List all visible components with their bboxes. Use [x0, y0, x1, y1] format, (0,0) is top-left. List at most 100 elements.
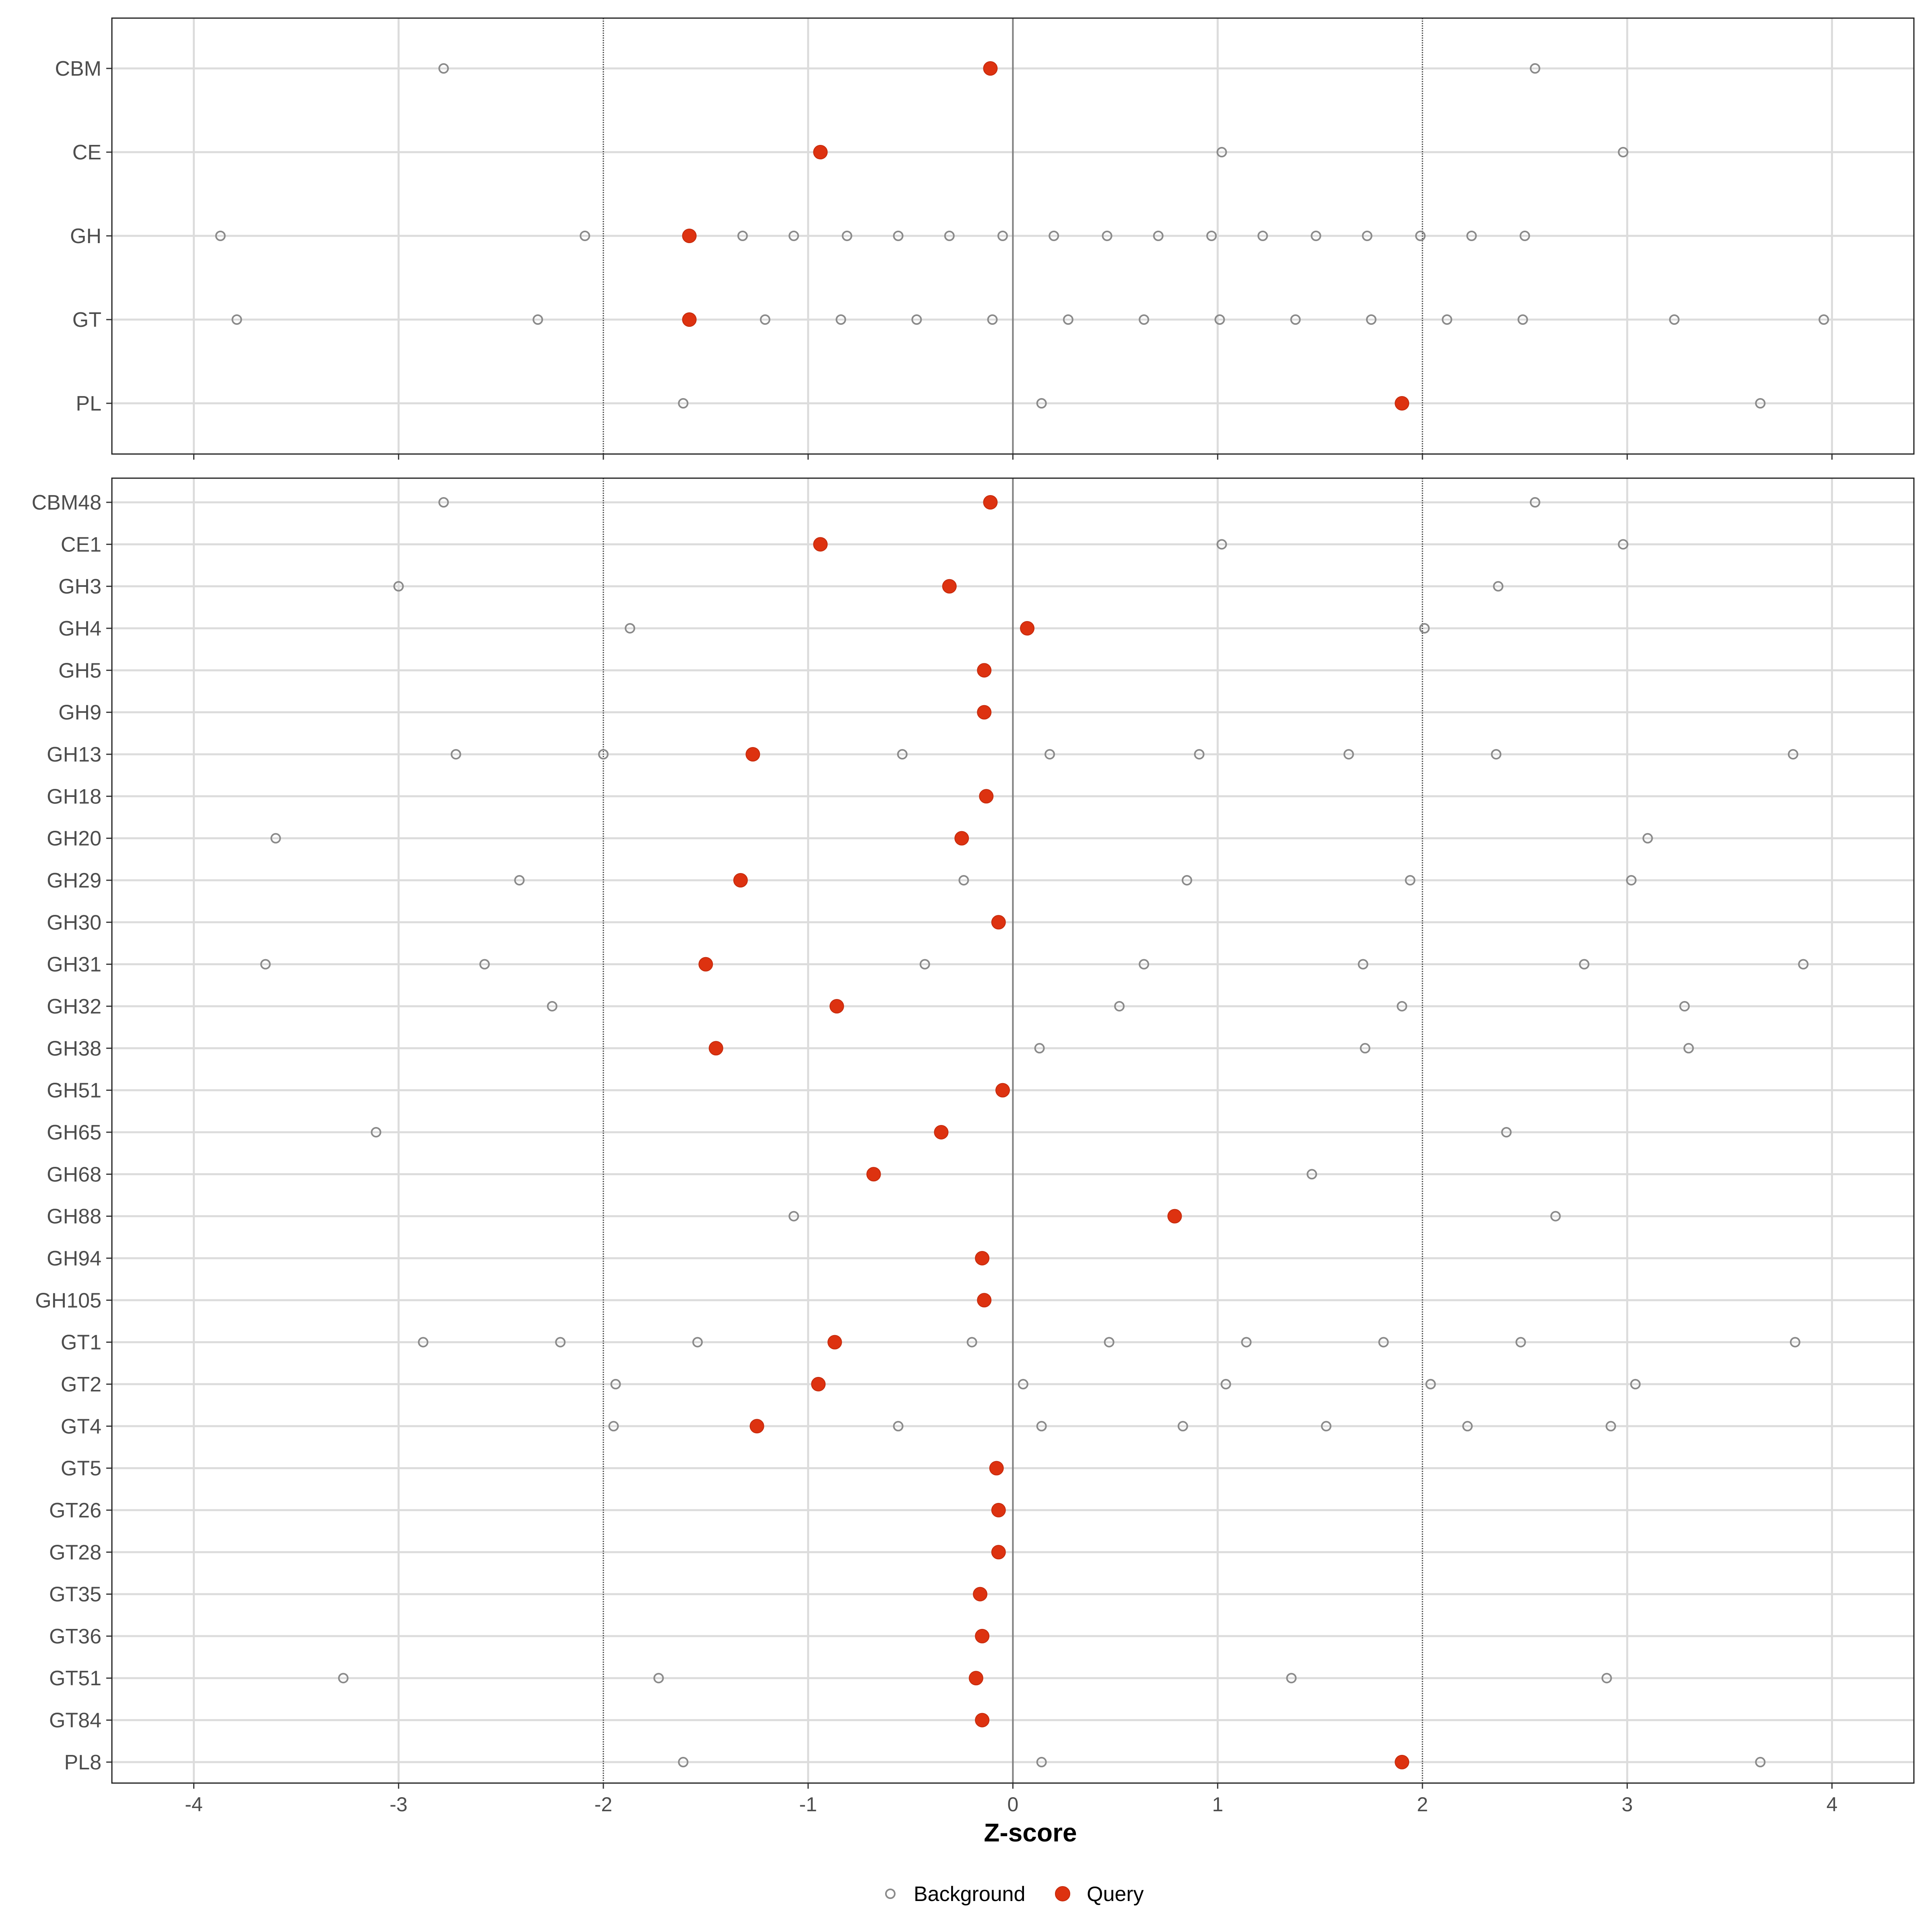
query-point [1395, 1754, 1410, 1769]
background-point [1606, 1421, 1616, 1432]
background-point [893, 1421, 904, 1432]
query-point [975, 1251, 990, 1265]
background-point [450, 749, 461, 760]
background-point [555, 1337, 566, 1348]
background-point [1362, 231, 1373, 241]
background-point [1216, 539, 1227, 550]
family-category-label: CBM [55, 57, 101, 80]
background-point [1491, 749, 1502, 760]
family-category-label: PL [76, 392, 101, 415]
subfamily-category-label: GT4 [61, 1415, 101, 1438]
background-point [438, 497, 449, 508]
query-point [954, 831, 969, 846]
query-point [977, 663, 992, 678]
background-point [1515, 1337, 1526, 1348]
query-point [1395, 396, 1410, 411]
background-point [653, 1673, 664, 1684]
background-point [1415, 231, 1426, 241]
background-point [1181, 875, 1192, 886]
query-point [745, 747, 760, 762]
query-point [995, 1083, 1010, 1098]
legend-query-marker [1055, 1886, 1070, 1901]
background-point [1618, 147, 1629, 157]
query-point [991, 1545, 1006, 1560]
query-point [811, 1377, 826, 1391]
background-point [270, 833, 281, 844]
query-point [983, 495, 998, 510]
subfamily-category-label: GH3 [58, 575, 101, 599]
background-point [215, 231, 226, 241]
background-point [598, 749, 609, 760]
background-point [1519, 231, 1530, 241]
subfamily-category-label: GT2 [61, 1373, 101, 1396]
background-point [625, 623, 636, 634]
x-tick-label: -2 [594, 1793, 612, 1816]
background-point [1618, 539, 1629, 550]
x-tick-label: 2 [1417, 1793, 1428, 1816]
background-point [1104, 1337, 1115, 1348]
background-point [1358, 959, 1368, 970]
x-tick-label: 4 [1827, 1793, 1838, 1816]
subfamily-category-label: GH30 [47, 911, 101, 934]
subfamily-category-label: PL8 [64, 1751, 101, 1774]
background-point [1360, 1043, 1371, 1054]
query-point [749, 1419, 764, 1434]
background-point [1683, 1043, 1694, 1054]
query-point [934, 1125, 949, 1139]
query-point [975, 1629, 990, 1643]
background-point [1425, 1379, 1436, 1389]
background-point [1601, 1673, 1612, 1684]
background-point [1036, 1757, 1047, 1767]
background-point [1286, 1673, 1297, 1684]
background-point [1241, 1337, 1252, 1348]
background-point [338, 1673, 349, 1684]
query-point [829, 999, 844, 1013]
background-point [533, 314, 543, 325]
background-point [1798, 959, 1809, 970]
query-point [975, 1713, 990, 1728]
background-point [1679, 1001, 1690, 1011]
family-category-label: CE [72, 141, 101, 164]
background-point [1517, 314, 1528, 325]
x-axis-title: Z-score [984, 1818, 1077, 1847]
background-point [842, 231, 852, 241]
subfamily-category-label: GH38 [47, 1037, 101, 1060]
subfamily-category-label: CBM48 [32, 491, 101, 514]
background-point [479, 959, 490, 970]
background-point [1419, 623, 1430, 634]
query-point [977, 1293, 992, 1308]
background-point [1642, 833, 1653, 844]
subfamily-category-label: GH65 [47, 1121, 101, 1144]
subfamily-category-label: GH29 [47, 869, 101, 892]
query-point [827, 1335, 842, 1350]
background-point [836, 314, 846, 325]
subfamily-category-label: GT35 [49, 1583, 101, 1606]
background-point [1321, 1421, 1331, 1432]
background-point [393, 581, 404, 592]
subfamily-category-label: CE1 [61, 533, 101, 556]
background-point [1366, 314, 1377, 325]
subfamily-category-label: GH68 [47, 1163, 101, 1186]
background-point [1466, 231, 1477, 241]
background-point [692, 1337, 703, 1348]
background-point [1397, 1001, 1408, 1011]
subfamily-category-label: GH31 [47, 953, 101, 976]
background-point [1220, 1379, 1231, 1389]
background-point [1378, 1337, 1389, 1348]
family-category-label: GH [70, 225, 101, 248]
x-tick-label: -4 [185, 1793, 202, 1816]
background-point [438, 63, 449, 74]
query-point [979, 789, 994, 804]
background-point [1036, 398, 1047, 409]
subfamily-category-label: GH88 [47, 1205, 101, 1228]
background-point [1177, 1421, 1188, 1432]
background-point [1550, 1211, 1561, 1222]
background-point [608, 1421, 619, 1432]
background-point [514, 875, 525, 886]
background-point [547, 1001, 557, 1011]
background-point [1049, 231, 1059, 241]
query-point [682, 229, 697, 243]
x-axis: -4 -3 -2 -1 0 1 2 3 4 [185, 1793, 1837, 1816]
subfamily-category-label: GT28 [49, 1541, 101, 1564]
